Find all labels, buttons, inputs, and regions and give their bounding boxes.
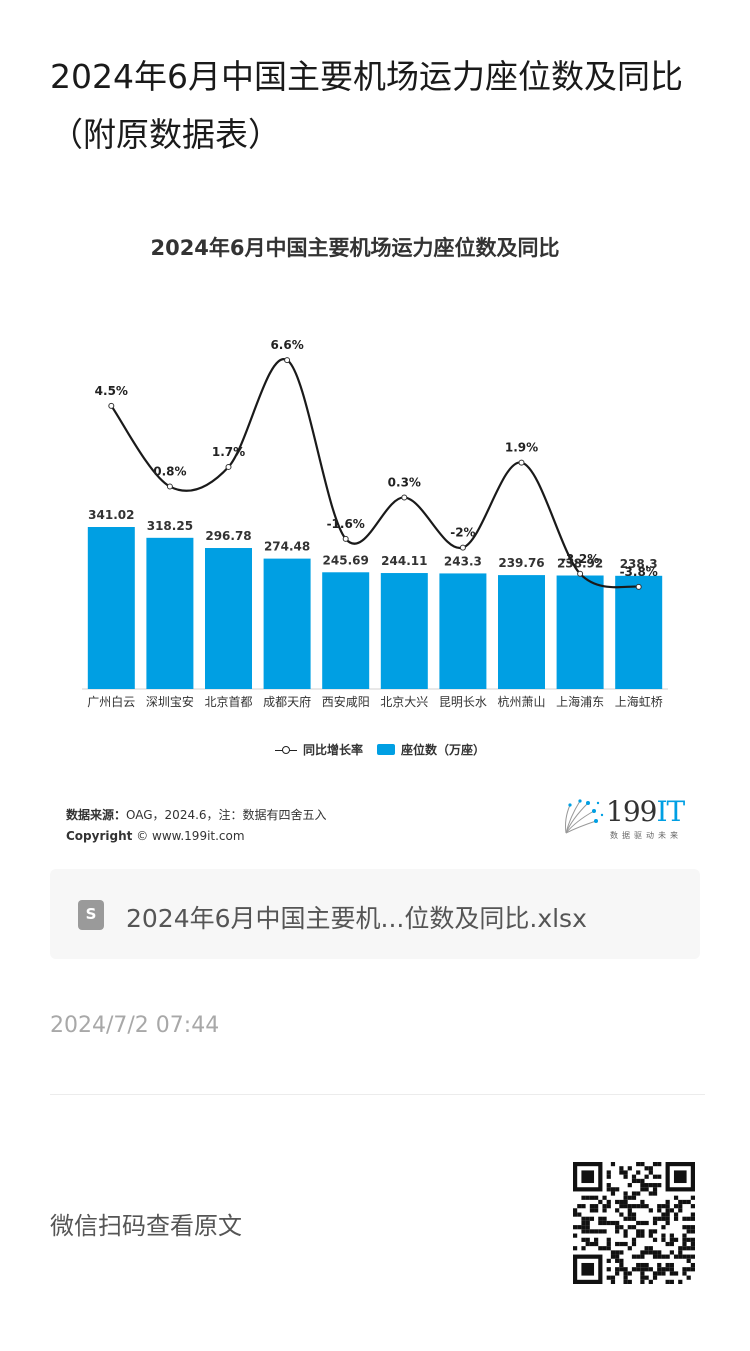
copyright-text: © www.199it.com <box>136 829 245 843</box>
line-legend-icon <box>275 744 297 756</box>
bar-value-label-9: 238.3 <box>620 557 658 571</box>
chart-source: 数据来源：OAG，2024.6，注：数据有四舍五入 Copyright © ww… <box>66 805 327 847</box>
growth-point-7 <box>518 459 525 466</box>
attachment-file-name: 2024年6月中国主要机...位数及同比.xlsx <box>126 904 587 933</box>
attachment-card[interactable]: S 2024年6月中国主要机...位数及同比.xlsx <box>50 869 700 959</box>
source-text: OAG，2024.6，注：数据有四舍五入 <box>126 808 327 822</box>
combo-chart: 341.02 广州白云 318.25 深圳宝安 296.78 北京首都 274.48 成都天府… <box>82 338 668 709</box>
bar-9 <box>615 575 663 689</box>
bar-8 <box>556 575 604 689</box>
category-label-3: 成都天府 <box>263 694 311 709</box>
growth-point-8 <box>577 570 584 577</box>
growth-point-4 <box>342 535 349 542</box>
bar-legend-icon <box>377 744 396 755</box>
growth-label-9: -3.8% <box>620 565 658 579</box>
category-label-8: 上海浦东 <box>556 694 604 709</box>
bar-0 <box>87 527 135 689</box>
bar-value-label-7: 239.76 <box>498 556 544 570</box>
bar-value-label-2: 296.78 <box>205 529 251 543</box>
bar-value-label-6: 243.3 <box>444 554 482 568</box>
category-label-4: 西安咸阳 <box>322 694 370 709</box>
bar-1 <box>146 537 194 689</box>
growth-point-3 <box>284 357 291 364</box>
article-title: 2024年6月中国主要机场运力座位数及同比（附原数据表） <box>50 57 683 154</box>
bar-2 <box>205 548 252 689</box>
spreadsheet-file-icon: S <box>78 900 104 930</box>
source-label: 数据来源： <box>66 808 127 822</box>
growth-label-2: 1.7% <box>212 445 245 459</box>
growth-point-9 <box>635 583 642 590</box>
copyright-label: Copyright <box>66 829 133 843</box>
bar-value-label-3: 274.48 <box>264 540 310 554</box>
category-label-7: 杭州萧山 <box>497 694 545 709</box>
category-label-2: 北京首都 <box>204 695 252 709</box>
legend-item-growth: 同比增长率 <box>303 743 364 757</box>
growth-label-1: 0.8% <box>153 465 186 479</box>
growth-label-3: 6.6% <box>270 338 303 352</box>
bar-5 <box>380 573 428 689</box>
bar-4 <box>322 572 370 689</box>
growth-label-7: 1.9% <box>505 441 538 455</box>
category-label-9: 上海虹桥 <box>615 694 663 709</box>
chart-title: 2024年6月中国主要机场运力座位数及同比 <box>150 236 560 260</box>
chart-card: 2024年6月中国主要机场运力座位数及同比 341.02 广州白云 318.25 深圳… <box>50 215 700 855</box>
bar-6 <box>439 573 487 689</box>
bar-value-label-8: 238.92 <box>557 557 603 571</box>
category-label-6: 昆明长水 <box>439 695 487 709</box>
bar-value-label-1: 318.25 <box>147 519 193 533</box>
growth-point-1 <box>166 483 173 490</box>
growth-label-0: 4.5% <box>95 384 128 398</box>
logo-text: 199IT <box>606 795 685 828</box>
logo-tagline: 数据驱动未来 <box>610 831 682 840</box>
qr-code-icon[interactable] <box>573 1162 695 1284</box>
category-label-1: 深圳宝安 <box>146 694 194 709</box>
dandelion-logo-icon <box>565 799 604 834</box>
brand-logo: 199IT 数据驱动未来 <box>558 793 698 843</box>
bar-value-label-5: 244.11 <box>381 554 427 568</box>
publish-date: 2024/7/2 07:44 <box>50 1013 220 1038</box>
qr-hint-text: 微信扫码查看原文 <box>50 1212 242 1240</box>
divider <box>50 1094 705 1095</box>
growth-point-6 <box>459 544 466 551</box>
legend-item-seats: 座位数（万座） <box>401 743 486 757</box>
growth-point-5 <box>401 494 408 501</box>
bar-value-label-0: 341.02 <box>88 508 134 522</box>
bar-value-label-4: 245.69 <box>323 553 369 567</box>
category-label-0: 广州白云 <box>87 694 135 709</box>
growth-line <box>110 358 639 589</box>
growth-label-6: -2% <box>450 526 475 540</box>
growth-label-5: 0.3% <box>388 475 421 489</box>
category-label-5: 北京大兴 <box>380 695 428 709</box>
growth-label-4: -1.6% <box>327 517 365 531</box>
growth-point-2 <box>225 463 232 470</box>
bar-3 <box>263 558 311 689</box>
bar-7 <box>498 575 545 689</box>
growth-label-8: -3.2% <box>561 552 599 566</box>
chart-legend: 同比增长率 座位数（万座） <box>275 741 485 758</box>
growth-point-0 <box>108 402 115 409</box>
